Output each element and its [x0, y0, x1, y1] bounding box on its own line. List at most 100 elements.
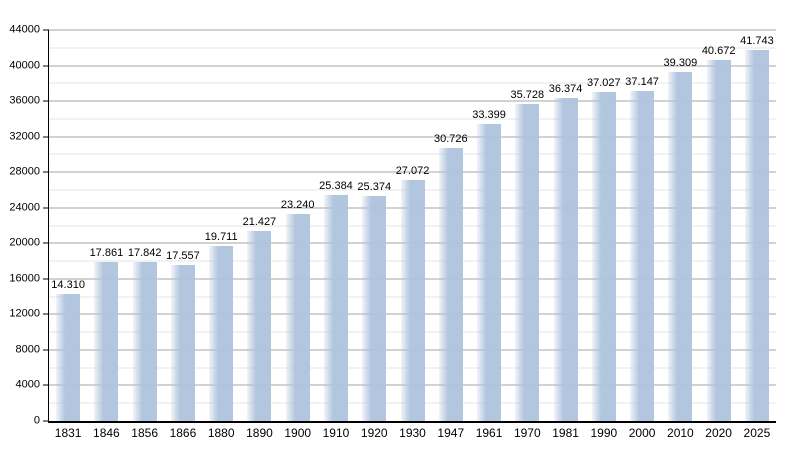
bar-slot-1866: 17.557 1866 [164, 30, 202, 439]
y-axis-label-24000: 24000 [9, 201, 40, 214]
y-axis-tick-28000 [43, 171, 49, 173]
x-axis-label-1961: 1961 [475, 426, 503, 440]
bar-slot-2020: 40.672 2020 [700, 30, 738, 439]
y-axis-tick-24000 [43, 207, 49, 209]
x-axis-label-1900: 1900 [284, 426, 312, 440]
bar-value-label-1880: 19.711 [204, 230, 238, 243]
bar-1890 [247, 230, 272, 421]
bar-slot-2010: 39.309 2010 [661, 30, 699, 439]
bar-slot-1947: 30.726 1947 [432, 30, 470, 439]
y-axis-tick-32000 [43, 136, 49, 138]
y-axis-tick-44000 [43, 29, 49, 31]
bar-2025 [744, 50, 769, 421]
minor-gridline-42000 [49, 47, 776, 49]
x-axis-label-1930: 1930 [399, 426, 426, 440]
y-axis-label-20000: 20000 [9, 236, 40, 249]
bar-slot-1890: 21.427 1890 [240, 30, 278, 439]
minor-gridline-30000 [49, 153, 776, 155]
bar-2020 [706, 59, 731, 421]
y-axis-label-28000: 28000 [9, 165, 40, 178]
bar-value-label-1970: 35.728 [510, 88, 545, 101]
bar-slot-2025: 41.743 2025 [738, 30, 776, 439]
minor-gridline-38000 [49, 82, 776, 84]
x-axis-label-2020: 2020 [705, 426, 732, 440]
bar-value-label-1831: 14.310 [51, 278, 85, 291]
bar-slot-1910: 25.384 1910 [317, 30, 355, 439]
x-axis-label-1831: 1831 [54, 426, 82, 440]
bar-1920 [362, 195, 387, 421]
x-axis-label-2025: 2025 [743, 426, 771, 440]
bar-1961 [477, 124, 502, 421]
y-axis-label-44000: 44000 [9, 23, 40, 36]
bar-slot-1880: 19.711 1880 [202, 30, 240, 439]
bar-value-label-1900: 23.240 [280, 199, 315, 212]
bar-value-label-1930: 27.072 [395, 165, 430, 178]
bar-slot-1981: 36.374 1981 [546, 30, 584, 439]
x-axis-label-1990: 1990 [590, 426, 618, 440]
bar-1947 [438, 147, 463, 421]
bar-value-label-1961: 33.399 [472, 109, 506, 122]
bar-slot-2000: 37.147 2000 [623, 30, 661, 439]
y-axis-label-16000: 16000 [9, 272, 40, 285]
bar-slot-1961: 33.399 1961 [470, 30, 508, 439]
minor-gridline-34000 [49, 118, 776, 120]
bar-1910 [323, 195, 348, 421]
bar-value-label-1981: 36.374 [548, 82, 583, 95]
y-axis-label-4000: 4000 [15, 378, 40, 391]
plot-area: 0 4000 8000 12000 16000 20000 24000 28000 32000 3… [9, 24, 776, 439]
bar-slot-1970: 35.728 1970 [508, 30, 546, 439]
bar-1856 [132, 262, 157, 421]
bar-value-label-2010: 39.309 [663, 56, 698, 69]
bar-slot-1930: 27.072 1930 [393, 30, 431, 439]
bar-value-label-1890: 21.427 [242, 215, 277, 228]
y-axis-label-12000: 12000 [9, 307, 40, 320]
x-axis-label-1866: 1866 [169, 426, 197, 440]
y-axis-tick-4000 [43, 384, 49, 386]
bar-value-label-2025: 41.743 [740, 35, 774, 48]
bar-1831 [56, 293, 81, 421]
bar-1866 [170, 264, 195, 421]
x-axis-label-1947: 1947 [437, 426, 465, 440]
bar-2010 [668, 71, 693, 421]
y-axis-label-40000: 40000 [9, 59, 40, 72]
y-axis-label-32000: 32000 [9, 130, 40, 143]
x-axis-label-1970: 1970 [513, 426, 541, 440]
y-axis-tick-16000 [43, 278, 49, 280]
major-gridline-44000 [49, 29, 776, 31]
bar-1880 [209, 245, 234, 421]
bar-value-label-2000: 37.147 [625, 75, 659, 88]
bar-value-label-1866: 17.557 [166, 249, 200, 262]
bar-1900 [285, 214, 310, 421]
y-axis-tick-0 [43, 420, 49, 422]
y-axis-tick-12000 [43, 313, 49, 315]
bar-slot-1990: 37.027 1990 [585, 30, 623, 439]
bar-2000 [630, 90, 655, 421]
bar-value-label-1846: 17.861 [89, 247, 124, 260]
y-axis-label-0: 0 [33, 414, 40, 427]
bar-slots: 14.310 1831 17.861 1846 17.842 1856 17.557 1866… [49, 30, 776, 439]
bar-slot-1900: 23.240 1900 [279, 30, 317, 439]
bar-slot-1846: 17.861 1846 [87, 30, 125, 439]
bar-value-label-1947: 30.726 [433, 132, 468, 145]
y-axis-tick-36000 [43, 100, 49, 102]
x-axis-label-1880: 1880 [207, 426, 235, 440]
x-axis-label-2010: 2010 [667, 426, 694, 440]
x-axis-label-1890: 1890 [246, 426, 273, 440]
bar-1970 [515, 103, 540, 421]
bar-1846 [94, 262, 119, 421]
bar-value-label-2020: 40.672 [701, 44, 736, 57]
major-gridline-40000 [49, 65, 776, 67]
bar-1930 [400, 180, 425, 421]
bar-slot-1920: 25.374 1920 [355, 30, 393, 439]
major-gridline-36000 [49, 100, 776, 102]
y-axis-tick-8000 [43, 349, 49, 351]
x-axis-label-1856: 1856 [131, 426, 159, 440]
bar-value-label-1856: 17.842 [127, 247, 162, 260]
x-axis-label-1846: 1846 [93, 426, 120, 440]
bar-value-label-1920: 25.374 [357, 180, 392, 193]
bar-value-label-1990: 37.027 [587, 76, 621, 89]
x-axis-label-1920: 1920 [360, 426, 388, 440]
major-gridline-32000 [49, 136, 776, 138]
y-axis-label-36000: 36000 [9, 94, 40, 107]
